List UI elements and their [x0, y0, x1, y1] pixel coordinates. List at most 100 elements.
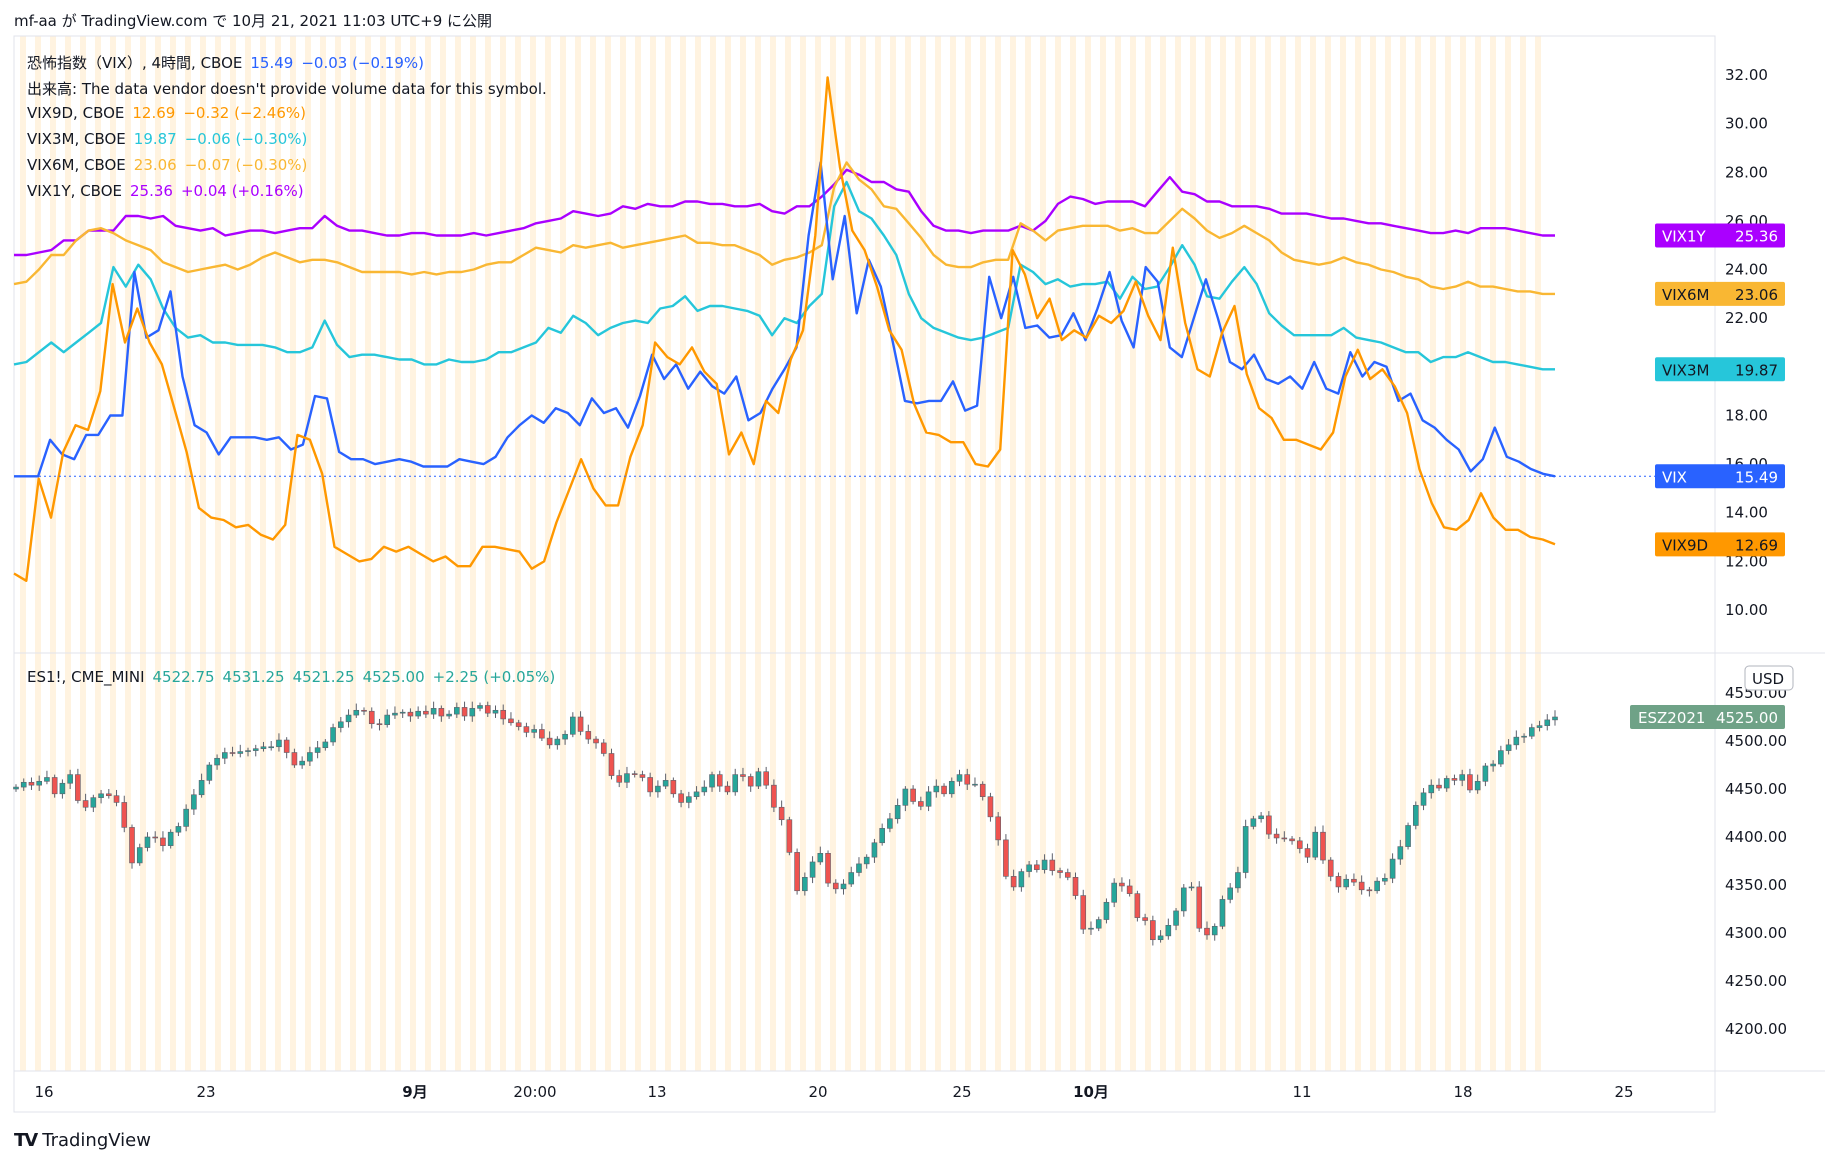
candle	[1382, 873, 1388, 885]
session-stripe	[380, 36, 386, 1071]
tradingview-brand[interactable]: TV TradingView	[14, 1130, 151, 1151]
candle	[1095, 916, 1102, 932]
candle-body	[747, 776, 754, 787]
candle-body	[1521, 735, 1527, 738]
candle	[979, 781, 986, 801]
tradingview-logo-icon: TV	[14, 1130, 38, 1151]
price-tick-label: 32.00	[1725, 66, 1768, 84]
candle	[1041, 854, 1048, 874]
session-stripe	[1415, 36, 1421, 1071]
candle-body	[740, 774, 746, 777]
candle-body	[910, 788, 916, 802]
candle	[554, 736, 561, 750]
candle	[562, 730, 568, 745]
candle-body	[879, 828, 885, 844]
candle-body	[1273, 833, 1280, 839]
candle-body	[1289, 838, 1295, 842]
session-stripe	[515, 36, 521, 1071]
candle	[113, 789, 120, 807]
time-tick-label: 11	[1292, 1083, 1311, 1101]
candle-body	[353, 709, 360, 716]
candle	[941, 783, 947, 797]
candle	[1072, 872, 1079, 900]
candle	[1443, 775, 1450, 792]
candle	[1552, 710, 1558, 726]
candle-body	[1320, 831, 1326, 861]
legend-vix: 恐怖指数（VIX）, 4時間, CBOE 15.49 −0.03 (−0.19%)	[27, 52, 432, 73]
session-stripe	[155, 36, 161, 1071]
price-tag-value: 15.49	[1735, 468, 1778, 486]
candle-body	[863, 856, 870, 865]
price-tag-name: ESZ2021	[1638, 709, 1705, 727]
session-stripe	[1130, 36, 1136, 1071]
candle-body	[1358, 881, 1365, 891]
price-tick-label: 18.00	[1725, 406, 1768, 424]
candle	[740, 767, 746, 782]
legend-volume: 出来高: The data vendor doesn't provide vol…	[27, 78, 555, 99]
candle	[13, 784, 19, 792]
candle-body	[1204, 927, 1210, 936]
candle	[106, 789, 112, 799]
currency-label: USD	[1752, 670, 1784, 688]
candle-body	[144, 836, 151, 848]
candle	[1157, 930, 1164, 943]
candle	[477, 702, 483, 712]
price-tag-value: 19.87	[1735, 361, 1778, 379]
legend-change: −0.03 (−0.19%)	[301, 54, 424, 72]
candle	[175, 822, 182, 837]
price-tag-box	[1655, 464, 1785, 489]
candle-body	[1173, 910, 1179, 926]
legend-vix9d: VIX9D, CBOE 12.69 −0.32 (−2.46%)	[27, 104, 314, 122]
candle	[376, 718, 383, 731]
candle	[763, 766, 769, 789]
session-stripe	[1265, 36, 1271, 1071]
time-tick-label: 20:00	[513, 1083, 556, 1101]
session-stripe	[185, 36, 191, 1071]
session-stripe	[545, 36, 551, 1071]
candle	[802, 872, 808, 896]
candle-body	[59, 782, 66, 795]
legend-change: −0.06 (−0.30%)	[184, 130, 308, 148]
candle-body	[616, 775, 623, 783]
session-stripe	[845, 36, 851, 1071]
currency-box[interactable]	[1744, 665, 1794, 691]
candle	[384, 709, 391, 728]
candle-body	[113, 795, 120, 803]
session-stripe	[1010, 36, 1016, 1071]
es-pane	[13, 701, 1558, 946]
price-tag-vix: VIX 15.49	[1655, 464, 1785, 489]
session-stripe	[305, 36, 311, 1071]
candle-body	[817, 853, 824, 863]
candle	[307, 746, 313, 766]
candle	[36, 775, 43, 791]
candle	[593, 736, 599, 749]
price-tag-vix3m: VIX3M 19.87	[1655, 357, 1785, 382]
candle-body	[786, 819, 793, 853]
candle-body	[794, 852, 800, 892]
candle	[1528, 723, 1535, 740]
session-stripe	[1100, 36, 1106, 1071]
price-tag-name: VIX6M	[1662, 286, 1709, 304]
candle	[229, 746, 236, 757]
candle-body	[1103, 901, 1110, 920]
legend-label: 恐怖指数（VIX）, 4時間, CBOE	[27, 54, 243, 72]
candle	[1235, 866, 1241, 893]
candle	[1227, 883, 1233, 904]
session-stripe	[995, 36, 1001, 1071]
candle-body	[1428, 784, 1435, 794]
candle-body	[1126, 885, 1133, 894]
session-stripe	[575, 36, 581, 1071]
session-stripe	[125, 36, 131, 1071]
price-tick-label: 24.00	[1725, 261, 1768, 279]
candle	[1320, 825, 1326, 864]
candle-body	[252, 748, 259, 751]
session-stripe	[440, 36, 446, 1071]
session-stripe	[230, 36, 236, 1071]
candle-body	[925, 791, 932, 807]
candle-body	[701, 786, 708, 793]
candle-body	[1490, 763, 1496, 767]
price-tag-es: ESZ2021 4525.00	[1630, 705, 1785, 729]
candle-body	[1057, 870, 1063, 873]
candle	[1289, 836, 1295, 845]
